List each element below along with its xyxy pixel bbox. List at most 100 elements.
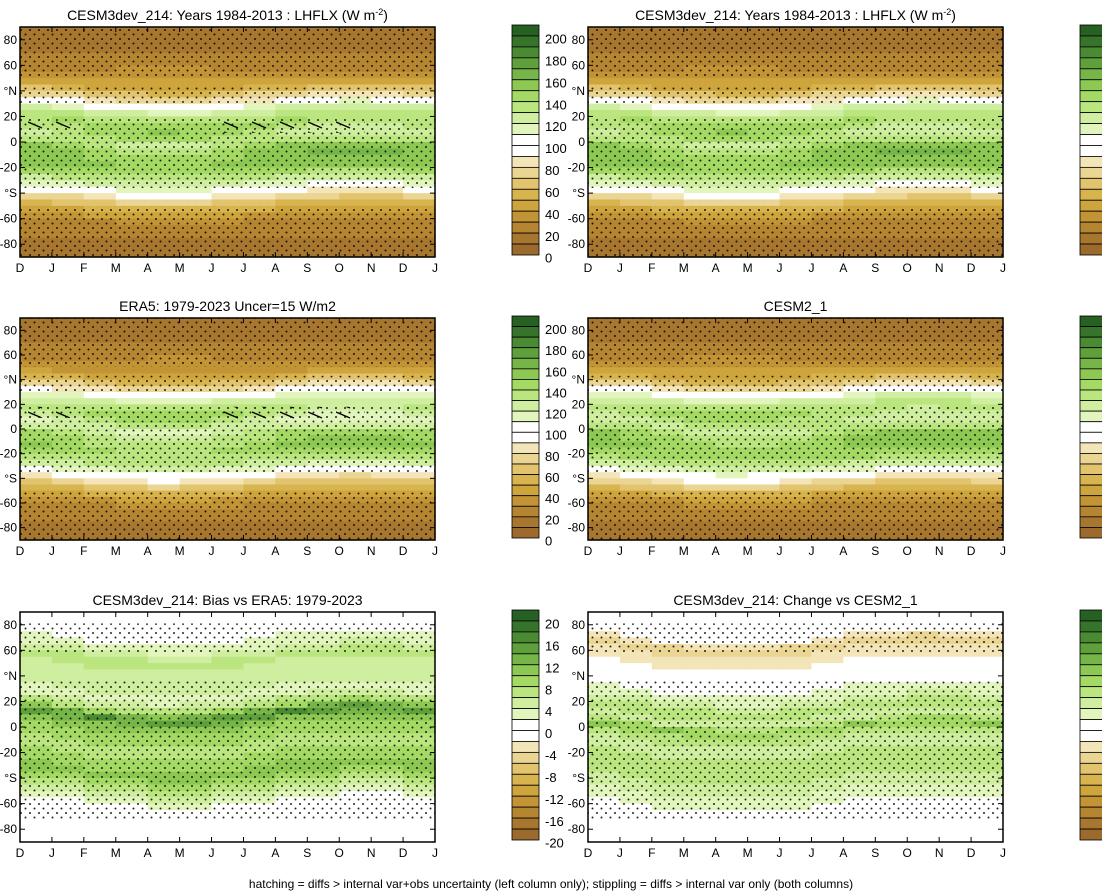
x-tick-label: J [1000,846,1006,860]
y-tick-label: -60 [568,496,586,510]
colorbar-segment [511,199,540,212]
heatmap-cell [747,78,781,86]
heatmap-cell [147,186,181,194]
heatmap-cell [588,103,621,111]
heatmap-cell [907,78,940,86]
stipple-band [588,119,1003,188]
heatmap-cell [115,484,149,492]
heatmap-cell [811,669,844,677]
heatmap-cell [403,675,436,683]
colorbar-label: -16 [545,814,564,829]
colorbar-segment [511,210,540,223]
heatmap-cell [339,656,372,664]
heatmap-cell [371,650,404,658]
heatmap-cell [619,398,653,405]
heatmap-cell [907,392,940,399]
heatmap-cell [907,398,940,405]
colorbar-segment [511,741,540,753]
heatmap-cell [875,199,908,207]
x-tick-label: J [617,544,623,558]
heatmap-cell [907,103,940,111]
x-tick-label: S [871,544,879,558]
heatmap-cell [83,663,117,671]
heatmap-cell [651,835,685,843]
heatmap-cell [115,78,149,86]
heatmap-cell [619,816,653,824]
x-tick-label: A [712,261,720,275]
heatmap-cell [147,193,181,201]
x-tick-label: D [967,544,976,558]
stippling [20,623,435,819]
heatmap-cell [83,816,117,824]
heatmap-cell [683,656,717,664]
heatmap-cell [907,472,940,479]
x-tick-label: J [808,846,814,860]
heatmap-cell [115,656,149,664]
heatmap-cell [20,367,53,375]
heatmap-cell [747,650,781,658]
heatmap-cell [307,829,340,837]
heatmap-cell [307,822,340,830]
stipple-band [588,206,1003,257]
heatmap-cell [588,398,621,405]
heatmap-cell [275,392,308,399]
heatmap-cell [651,829,685,837]
heatmap-cell [779,186,813,194]
heatmap-cell [51,186,85,194]
heatmap-cell [811,392,844,399]
heatmap-cell [715,675,749,683]
heatmap-cell [939,669,972,677]
y-tick-label: 80 [572,618,586,632]
x-tick-label: O [903,544,912,558]
y-tick-label: 20 [572,109,586,123]
x-tick-label: A [839,261,847,275]
heatmap-cell [683,78,717,86]
heatmap-cell [811,675,844,683]
heatmap-cell [811,472,844,479]
heatmap-cell [403,472,436,479]
heatmap-cell [115,835,149,843]
heatmap-cell [779,110,813,118]
heatmap-cell [211,110,245,118]
colorbar-label: 40 [545,207,559,222]
x-tick-label: A [271,261,279,275]
heatmap-cell [51,199,85,207]
x-tick-label: O [335,261,344,275]
heatmap-cell [843,618,876,626]
heatmap-cell [619,822,653,830]
colorbar-segment [511,357,540,370]
y-tick-label: 20 [4,397,18,411]
colorbar-segment [1079,166,1102,179]
x-tick-label: J [209,846,215,860]
colorbar-label: 160 [545,75,567,90]
heatmap-cell [179,822,213,830]
heatmap-cell [371,612,404,619]
heatmap-cell [683,675,717,683]
heatmap-cell [371,186,404,194]
stipple-band [20,375,435,392]
heatmap-cell [20,472,53,479]
heatmap-cell [147,367,181,375]
stippling [588,623,1003,819]
stippling [588,27,1003,257]
y-tick-label: °S [572,771,585,785]
heatmap-cell [651,478,685,486]
heatmap-cell [20,478,53,486]
heatmap-cell [307,78,340,86]
heatmap-cell [588,669,621,677]
heatmap-cell [115,110,149,118]
colorbar-segment [511,79,540,92]
colorbar-segment [1079,773,1102,786]
heatmap-cell [907,110,940,118]
heatmap-cell [307,398,340,405]
colorbar-segment [511,24,540,37]
y-tick-label: °S [4,771,17,785]
heatmap-cell [588,193,621,201]
heatmap-cell [971,186,1004,194]
heatmap-cell [811,816,844,824]
heatmap-cell [811,650,844,658]
heatmap-cell [211,199,245,207]
colorbar-segment [511,243,540,256]
heatmap-cell [588,675,621,683]
y-tick-label: -60 [0,212,17,226]
